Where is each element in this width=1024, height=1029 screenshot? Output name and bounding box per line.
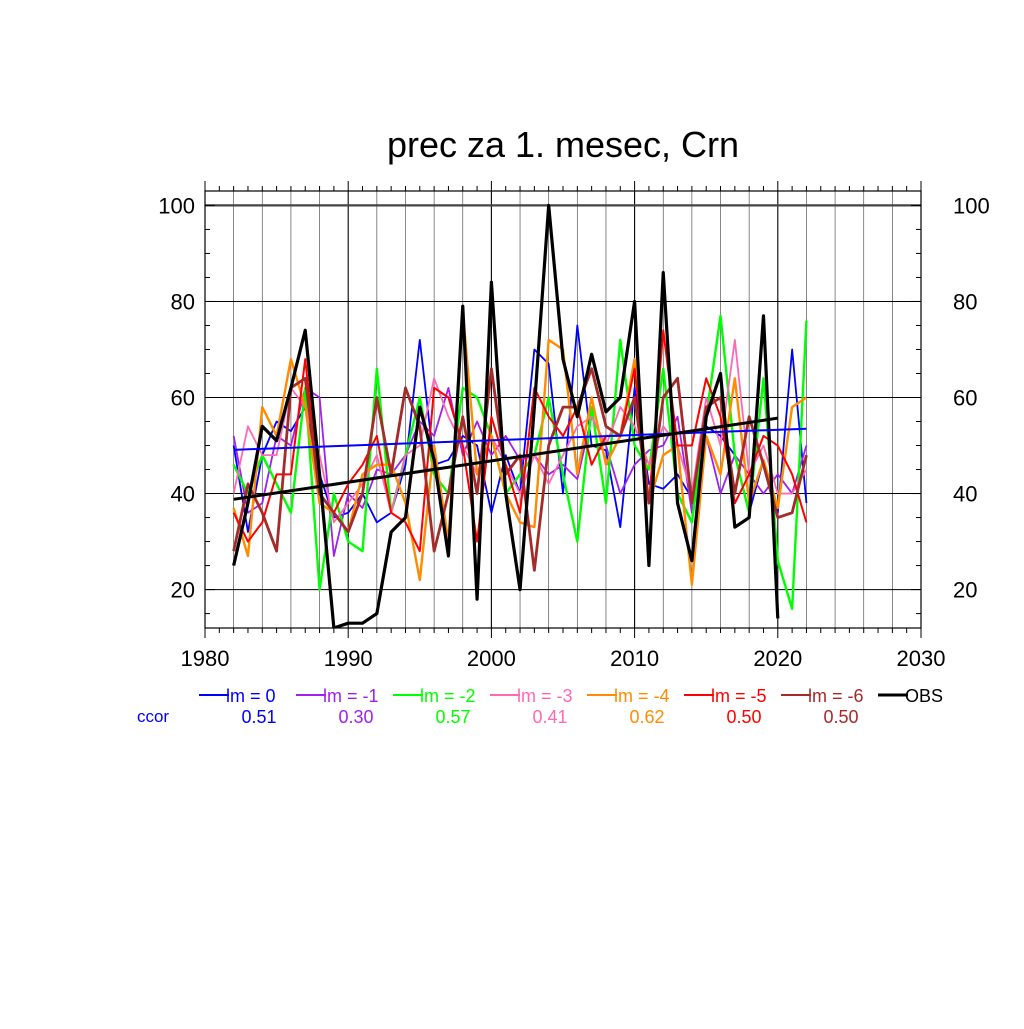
legend-label-lm5: lm = -5 <box>711 686 767 706</box>
y-tick-label-right: 40 <box>953 482 977 507</box>
series-line-lm3 <box>232 338 808 524</box>
legend-label-lm4: lm = -4 <box>614 686 670 706</box>
legend-label-lm6: lm = -6 <box>808 686 864 706</box>
ccor-value-lm1: 0.30 <box>338 707 373 727</box>
series-line-lm2 <box>232 314 808 610</box>
y-tick-label-right: 60 <box>953 385 977 410</box>
y-tick-label-right: 20 <box>953 578 977 603</box>
y-tick-label-left: 40 <box>171 482 195 507</box>
x-tick-label: 1990 <box>324 646 373 671</box>
trendline-obs <box>233 416 779 501</box>
series-line-lm4 <box>232 309 808 586</box>
ccor-value-lm4: 0.62 <box>629 707 664 727</box>
ccor-value-lm0: 0.51 <box>241 707 276 727</box>
ccor-value-lm3: 0.41 <box>532 707 567 727</box>
y-tick-label-left: 20 <box>171 578 195 603</box>
legend-label-lm0: lm = 0 <box>226 686 276 706</box>
ccor-label: ccor <box>137 707 169 726</box>
legend-label-obs: OBS <box>905 686 943 706</box>
trendline-lm0 <box>233 427 807 451</box>
legend-label-lm3: lm = -3 <box>517 686 573 706</box>
y-tick-label-left: 80 <box>171 289 195 314</box>
chart-title: prec za 1. mesec, Crn <box>387 124 739 165</box>
series-group <box>232 203 808 628</box>
x-tick-label: 2010 <box>610 646 659 671</box>
legend-label-lm1: lm = -1 <box>323 686 379 706</box>
ccor-value-lm6: 0.50 <box>823 707 858 727</box>
ccor-value-lm2: 0.57 <box>435 707 470 727</box>
legend-label-lm2: lm = -2 <box>420 686 476 706</box>
ccor-value-lm5: 0.50 <box>726 707 761 727</box>
y-tick-label-right: 80 <box>953 289 977 314</box>
x-tick-label: 2000 <box>467 646 516 671</box>
x-tick-label: 2030 <box>897 646 946 671</box>
y-tick-label-right: 100 <box>953 193 990 218</box>
x-tick-label: 1980 <box>181 646 230 671</box>
tick-group <box>204 181 922 638</box>
y-tick-label-left: 60 <box>171 385 195 410</box>
series-line-obs <box>232 203 780 628</box>
y-tick-label-left: 100 <box>158 193 195 218</box>
x-tick-label: 2020 <box>753 646 802 671</box>
